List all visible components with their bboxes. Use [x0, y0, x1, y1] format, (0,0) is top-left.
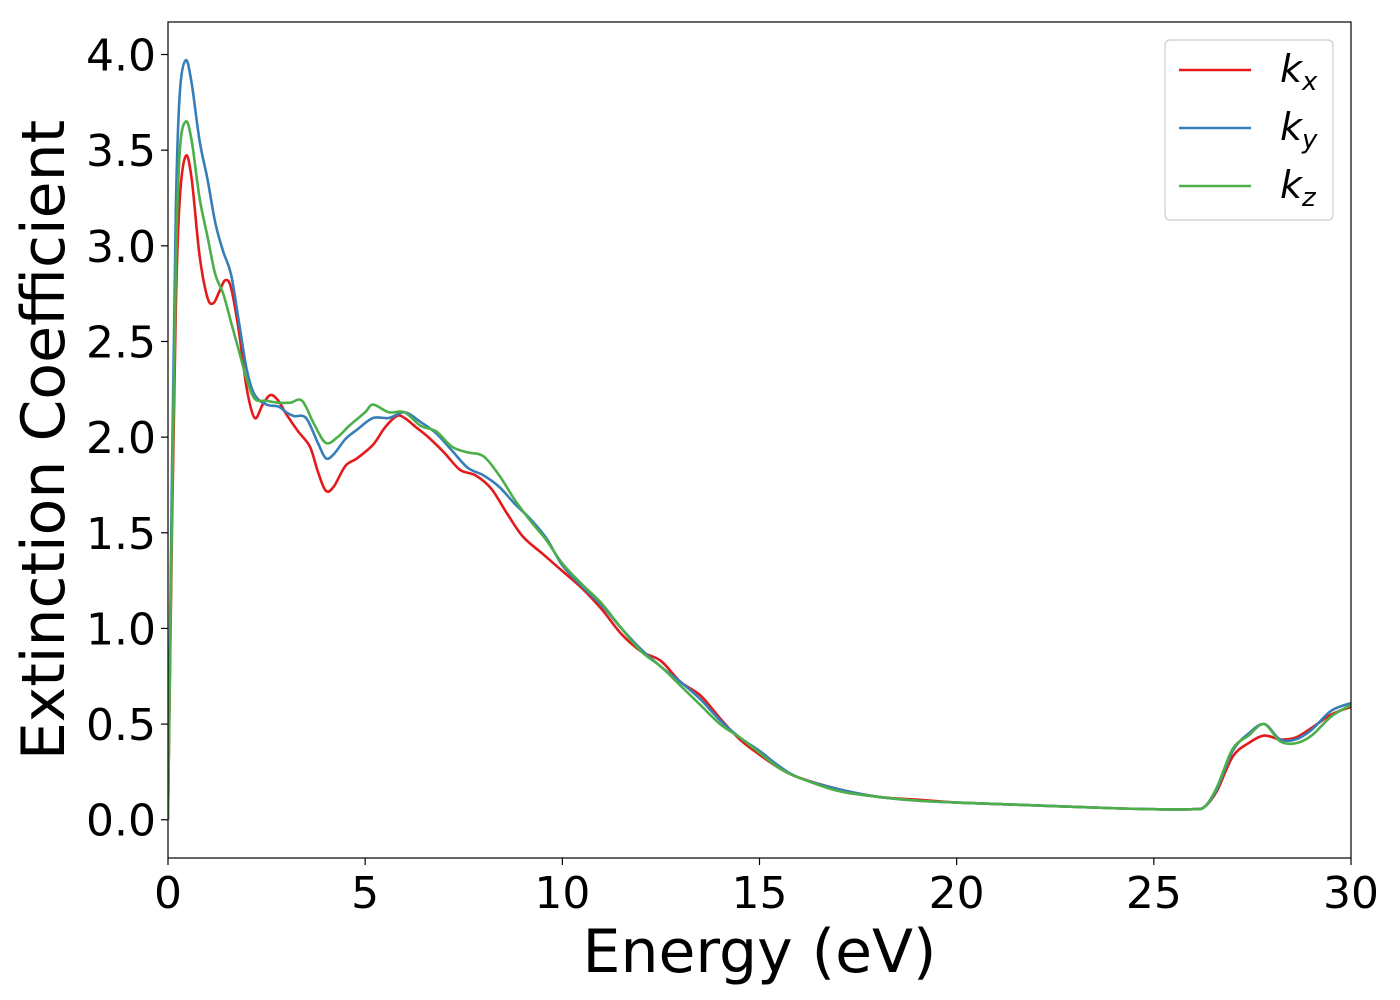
legend-box — [1164, 39, 1334, 221]
x-tick-label: 5 — [351, 868, 379, 919]
x-tick-label: 30 — [1323, 868, 1379, 919]
x-tick-label: 20 — [929, 868, 985, 919]
legend-label-z: kz — [1280, 163, 1317, 213]
legend-label-x: kx — [1280, 47, 1318, 97]
y-tick-label: 3.0 — [86, 222, 156, 273]
y-tick-label: 2.0 — [86, 413, 156, 464]
series-layer — [168, 58, 1351, 820]
y-tick-label: 1.5 — [86, 509, 156, 560]
y-axis: 0.0 0.5 1.0 1.5 2.0 2.5 3.0 3.5 4.0 — [86, 31, 168, 847]
x-tick-label: 15 — [732, 868, 788, 919]
y-tick-label: 0.5 — [86, 700, 156, 751]
x-tick-label: 10 — [534, 868, 590, 919]
series-line-x — [168, 154, 1351, 820]
series-line-z — [168, 120, 1351, 820]
y-axis-title: Extinction Coefficient — [9, 120, 79, 760]
x-axis: 0 5 10 15 20 25 30 — [154, 858, 1379, 919]
x-axis-title: Energy (eV) — [583, 917, 937, 987]
y-tick-label: 4.0 — [86, 31, 156, 82]
y-tick-label: 2.5 — [86, 317, 156, 368]
y-tick-label: 1.0 — [86, 604, 156, 655]
x-tick-label: 0 — [154, 868, 182, 919]
legend-label-y: ky — [1280, 105, 1318, 155]
legend: kx ky kz — [1164, 39, 1334, 221]
y-tick-label: 0.0 — [86, 796, 156, 847]
x-tick-label: 25 — [1126, 868, 1182, 919]
y-tick-label: 3.5 — [86, 126, 156, 177]
